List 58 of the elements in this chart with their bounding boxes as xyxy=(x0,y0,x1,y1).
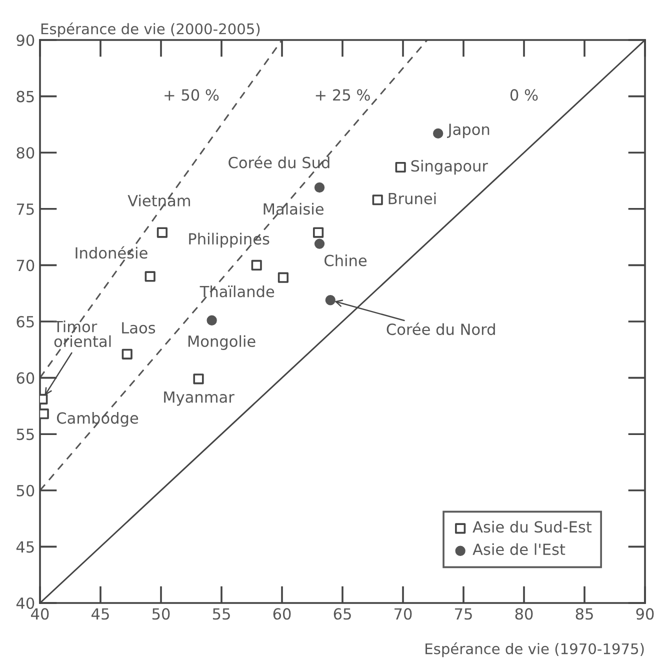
x-tick-label: 85 xyxy=(576,608,593,620)
annotation: Mongolie xyxy=(188,335,256,350)
legend-label: Asie du Sud-Est xyxy=(472,520,592,533)
legend-label: Asie de l'Est xyxy=(472,543,566,556)
y-tick-label: 90 xyxy=(16,34,34,46)
annotation: Philippines xyxy=(189,232,270,248)
annotation: Malaisie xyxy=(264,202,324,215)
x-tick-label: 55 xyxy=(212,608,230,620)
x-tick-label: 75 xyxy=(455,608,472,620)
annotation: Laos xyxy=(122,322,156,334)
x-tick-label: 65 xyxy=(334,608,351,620)
annotation: + 50 % xyxy=(164,89,219,101)
y-tick-label: 70 xyxy=(16,260,34,272)
point xyxy=(314,238,325,249)
y-tick-label: 60 xyxy=(16,372,34,384)
annotation: Corée du Sud xyxy=(228,156,330,168)
point xyxy=(251,260,262,270)
x-tick-label: 70 xyxy=(394,608,412,620)
annotation: 0 % xyxy=(510,89,538,101)
annotation: Corée du Nord xyxy=(386,322,495,336)
x-tick-label: 50 xyxy=(152,608,170,620)
annotation: Chine xyxy=(324,254,367,266)
y-tick-label: 65 xyxy=(16,316,34,328)
y-tick-label: 50 xyxy=(16,484,34,496)
point xyxy=(325,295,336,306)
point xyxy=(156,227,168,238)
annotation: Thaïlande xyxy=(200,285,274,298)
point xyxy=(372,194,383,206)
x-tick-label: 60 xyxy=(273,608,291,620)
annotation: Vietnam xyxy=(128,194,190,206)
y-axis-title: Espérance de vie (2000-2005) xyxy=(41,22,260,38)
x-axis-title: Espérance de vie (1970-1975) xyxy=(426,642,644,658)
point xyxy=(395,162,406,173)
y-tick-label: 75 xyxy=(16,204,34,215)
annotation: Brunei xyxy=(388,192,436,204)
y-tick-label: 45 xyxy=(16,541,34,553)
point xyxy=(433,128,444,139)
point xyxy=(278,272,289,283)
point xyxy=(122,348,132,360)
annotation: + 25 % xyxy=(316,89,370,101)
annotation: Cambodge xyxy=(56,412,138,427)
y-tick-label: 40 xyxy=(16,597,34,610)
x-tick-label: 90 xyxy=(636,608,654,620)
x-tick-label: 40 xyxy=(31,608,49,620)
x-tick-label: 80 xyxy=(515,608,533,620)
annotation: Singapour xyxy=(411,160,488,175)
point xyxy=(313,227,324,238)
annotation: Japon xyxy=(447,124,490,138)
point xyxy=(314,182,325,193)
x-tick-label: 45 xyxy=(92,608,109,620)
annotation: Myanmar xyxy=(164,391,234,406)
y-tick-label: 85 xyxy=(16,90,34,102)
y-tick-label: 80 xyxy=(16,147,34,159)
annotation: Indonésie xyxy=(76,246,148,259)
point xyxy=(193,374,204,384)
point xyxy=(206,315,217,326)
point xyxy=(144,271,156,282)
y-tick-label: 55 xyxy=(16,428,34,440)
